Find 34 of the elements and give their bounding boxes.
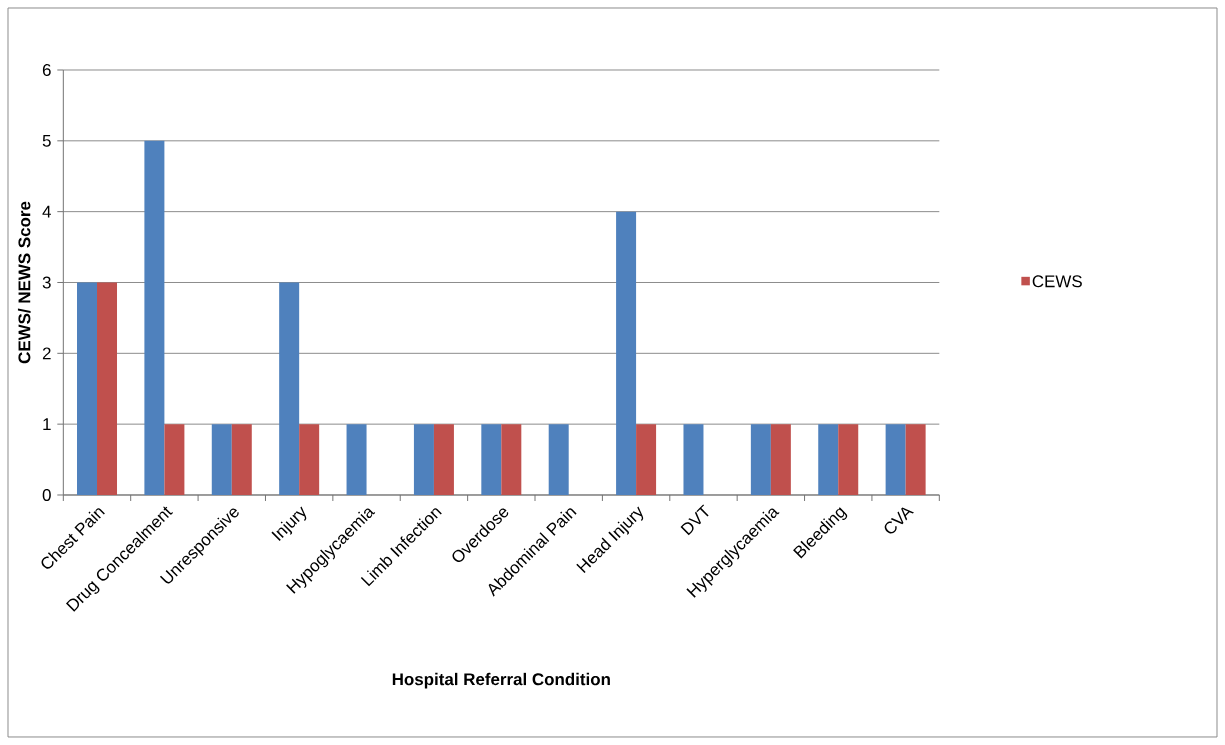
- bar: [683, 424, 704, 495]
- y-tick-label: 5: [42, 134, 51, 147]
- y-tick-label: 6: [42, 63, 51, 76]
- bar: [885, 424, 906, 495]
- bar: [636, 424, 657, 495]
- bar: [279, 282, 300, 495]
- y-tick-label: 3: [42, 276, 51, 289]
- bar: [481, 424, 502, 495]
- x-tick-label: CVA: [884, 507, 914, 534]
- bar: [231, 424, 252, 495]
- bar: [299, 424, 320, 495]
- bar: [750, 424, 771, 495]
- bar: [818, 424, 839, 495]
- bar: [770, 424, 791, 495]
- bar: [211, 424, 232, 495]
- bar: [905, 424, 926, 495]
- y-axis-title: CEWS/ NEWS Score: [17, 201, 31, 364]
- bar: [144, 140, 165, 495]
- bar: [164, 424, 185, 495]
- bar: [97, 282, 118, 495]
- bar: [616, 211, 637, 495]
- bar: [433, 424, 454, 495]
- bar: [346, 424, 367, 495]
- bar: [413, 424, 434, 495]
- y-tick-label: 4: [42, 205, 51, 218]
- x-axis-title: Hospital Referral Condition: [392, 672, 610, 689]
- bar: [548, 424, 569, 495]
- y-tick-label: 2: [42, 347, 51, 360]
- bar: [838, 424, 859, 495]
- y-tick-label: 0: [42, 488, 51, 501]
- y-tick-label: 1: [43, 418, 51, 430]
- legend-label: CEWS: [1032, 275, 1082, 288]
- bar: [77, 282, 98, 495]
- bar: [501, 424, 522, 495]
